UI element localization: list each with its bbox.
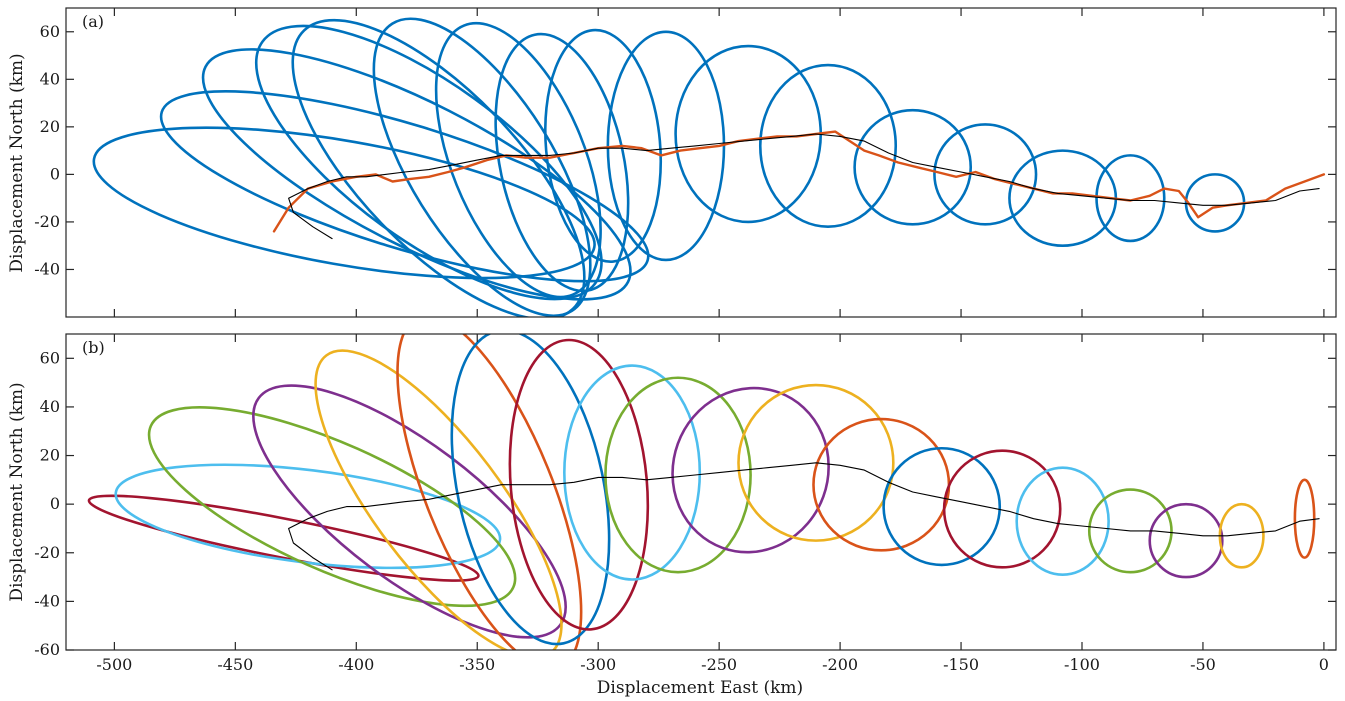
panel-b-frame [65, 333, 1337, 651]
panel-b-ellipse-5 [314, 349, 563, 650]
panel-b-ytick-label: -60 [34, 640, 60, 659]
panel-b-xlabel: Displacement East (km) [597, 678, 803, 698]
panel-a-series-orange-line [272, 130, 1326, 233]
panel-b-ellipse-11 [671, 386, 830, 554]
panel-b-ellipse-4 [252, 384, 567, 639]
panel-a-ytick-label: 0 [50, 164, 60, 183]
panel-a-loop-13 [853, 108, 973, 226]
panel-b-xtick-label: -400 [338, 655, 374, 674]
panel-b-ytick-label: -20 [34, 543, 60, 562]
panel-b-ellipse-10 [604, 376, 752, 574]
panel-b-ylabel: Displacement North (km) [7, 382, 27, 601]
panel-a-loop-3 [201, 48, 632, 301]
panel-b-label: (b) [82, 338, 105, 357]
panel-a-label: (a) [82, 12, 104, 31]
panel-a-ytick-label: -40 [34, 259, 60, 278]
panel-b-ellipse-12 [737, 383, 895, 542]
panel-a-loop-7 [434, 21, 602, 299]
panel-b-ellipse-8 [508, 338, 650, 631]
panel-b-xtick-label: -300 [580, 655, 616, 674]
panel-b-ellipse-20 [1293, 478, 1316, 559]
panel-b-ellipse-17 [1087, 488, 1173, 574]
panel-a-loop-12 [758, 63, 898, 228]
panel-b-xtick-label: -100 [1064, 655, 1100, 674]
panel-b-ellipse-6 [396, 334, 583, 650]
panel-b-plot-area [87, 334, 1320, 650]
panel-b-xtick-label: 0 [1319, 655, 1329, 674]
panel-b-xtick-label: -150 [943, 655, 979, 674]
panel-b-ellipse-14 [882, 446, 1002, 567]
panel-b-ellipse-15 [942, 449, 1062, 569]
panel-b-xtick-label: -450 [217, 655, 253, 674]
panel-a-ytick-label: 20 [40, 117, 60, 136]
panel-a-ylabel: Displacement North (km) [7, 53, 27, 272]
panel-b-ellipse-16 [1015, 466, 1110, 576]
panel-b-ellipse-1 [87, 494, 480, 582]
panel-b-ellipse-9 [563, 364, 702, 581]
panel-b-series-black-line [288, 462, 1320, 571]
panel-b-ellipse-7 [450, 334, 611, 646]
panel-b-ytick-label: -40 [34, 591, 60, 610]
panel-b-xtick-label: -200 [822, 655, 858, 674]
panel-a-loop-1 [92, 126, 596, 280]
panel-b-xtick-label: -500 [96, 655, 132, 674]
panel-b-ellipse-13 [812, 417, 951, 552]
panel-a-loop-5 [291, 18, 586, 317]
panel-a-loop-16 [1095, 154, 1166, 243]
panel-a-ytick-label: 40 [40, 69, 60, 88]
panel-a: -40 -20 0 20 40 60 (a) Displacement North (km… [7, 7, 1337, 318]
panel-a-loop-9 [544, 28, 663, 263]
panel-b-ellipse-18 [1148, 502, 1224, 579]
panel-a-loop-17 [1184, 173, 1246, 233]
panel-a-frame [65, 7, 1337, 318]
panel-b-ytick-label: 60 [40, 348, 60, 367]
panel-b-xtick-label: -350 [459, 655, 495, 674]
panel-a-ytick-label: 60 [40, 22, 60, 41]
panel-a-loop-8 [494, 32, 630, 293]
panel-b-ytick-label: 20 [40, 446, 60, 465]
panel-b-ellipse-3 [147, 406, 517, 608]
panel-a-plot-area [92, 17, 1326, 317]
panel-b-xtick-label: -250 [701, 655, 737, 674]
panel-a-series-black-line [288, 133, 1320, 240]
panel-a-ytick-label: -20 [34, 212, 60, 231]
panel-a-axes: -40 -20 0 20 40 60 [34, 8, 1336, 317]
panel-b-ytick-label: 0 [50, 494, 60, 513]
panel-a-loop-14 [933, 123, 1038, 226]
panel-b-ytick-label: 40 [40, 397, 60, 416]
panel-a-loop-6 [372, 17, 592, 317]
panel-a-loop-15 [1008, 149, 1118, 247]
panel-b-xtick-label: -50 [1190, 655, 1216, 674]
panel-a-loop-2 [159, 90, 650, 283]
